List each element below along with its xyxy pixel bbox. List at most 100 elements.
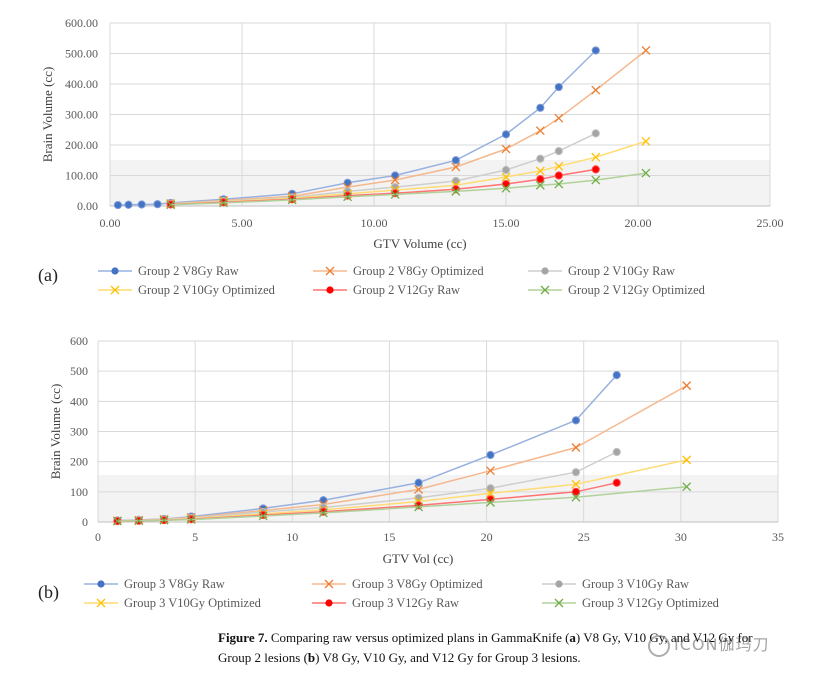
data-point [641, 168, 651, 178]
caption-line1: Comparing raw versus optimized plans in … [267, 630, 570, 645]
data-point [501, 172, 511, 182]
data-point [159, 515, 169, 525]
data-point [451, 156, 460, 165]
y-tick-label: 100.00 [65, 169, 98, 183]
y-tick-label: 200 [70, 455, 88, 469]
x-tick-label: 0 [95, 530, 101, 544]
figure-caption: Figure 7. Comparing raw versus optimized… [218, 628, 818, 668]
data-point [571, 468, 581, 477]
panel-label-a: (a) [38, 265, 58, 285]
data-point [554, 82, 563, 92]
data-point [591, 165, 600, 174]
data-point [554, 113, 564, 123]
legend-marker [540, 285, 550, 295]
data-point [451, 186, 461, 196]
legend-marker [111, 267, 119, 275]
data-point [451, 162, 461, 172]
x-tick-label: 5.00 [232, 216, 253, 230]
data-point [612, 447, 621, 457]
data-point [414, 493, 423, 502]
x-tick-label: 35 [772, 530, 784, 544]
legend-marker [554, 598, 564, 608]
data-point [287, 195, 297, 205]
data-point [554, 161, 564, 171]
data-point [186, 515, 196, 525]
data-point [571, 492, 581, 502]
chart-b: 0 100 200 300 400 500 600 0 5 10 15 20 25 30 35 GTV Vol… [48, 334, 784, 610]
watermark-text: ICON伽玛刀 [674, 635, 770, 654]
data-point [485, 466, 495, 476]
data-point [682, 381, 692, 391]
legend-marker [325, 266, 335, 276]
data-point [390, 175, 400, 185]
data-point [501, 130, 511, 139]
x-tick-label: 20.00 [625, 216, 652, 230]
legend-label: Group 3 V12Gy Raw [352, 596, 459, 610]
x-tick-label: 15 [383, 530, 395, 544]
data-point [112, 516, 122, 526]
y-tick-label: 0.00 [77, 199, 98, 213]
x-tick-label: 10 [286, 530, 298, 544]
data-point [485, 488, 495, 498]
data-point [536, 175, 545, 184]
y-tick-label: 200.00 [65, 138, 98, 152]
data-point [134, 516, 144, 526]
caption-a: a [569, 630, 576, 645]
legend-marker [326, 286, 334, 294]
y-tick-label: 400 [70, 394, 88, 408]
caption-line2: Group 2 lesions ( [218, 650, 308, 665]
legend-label: Group 2 V12Gy Raw [353, 283, 460, 297]
data-point [318, 508, 328, 518]
data-point [414, 484, 424, 494]
legend-label: Group 3 V10Gy Optimized [124, 596, 262, 610]
data-point [554, 179, 564, 189]
data-point [501, 144, 511, 154]
data-point [591, 46, 600, 55]
y-tick-label: 600.00 [65, 16, 98, 30]
data-point [113, 200, 123, 210]
legend-label: Group 3 V8Gy Raw [124, 577, 225, 591]
data-point [571, 479, 581, 489]
data-point [591, 85, 601, 95]
data-point [153, 200, 162, 209]
data-point [486, 484, 495, 493]
x-tick-label: 25 [578, 530, 590, 544]
wechat-icon [648, 634, 670, 657]
y-tick-label: 0 [82, 515, 88, 529]
data-point [390, 189, 400, 199]
legend-marker [541, 267, 549, 275]
x-tick-label: 5 [192, 530, 198, 544]
data-point [571, 487, 581, 496]
caption-line2-end: ) V8 Gy, V10 Gy, and V12 Gy for Group 3 … [315, 650, 581, 665]
legend-label: Group 2 V8Gy Raw [138, 264, 239, 278]
legend-label: Group 3 V12Gy Optimized [582, 596, 720, 610]
y-tick-label: 600 [70, 334, 88, 348]
y-tick-label: 300 [70, 425, 88, 439]
y-axis-title: Brain Volume (cc) [40, 67, 55, 163]
data-point [591, 152, 601, 162]
watermark: ICON伽玛刀 [648, 631, 769, 657]
data-point [571, 443, 581, 452]
legend-label: Group 2 V10Gy Optimized [138, 283, 276, 297]
data-point [414, 478, 423, 487]
x-axis-title: GTV Volume (cc) [373, 236, 466, 251]
x-tick-label: 25.00 [757, 216, 784, 230]
series-line [117, 485, 687, 522]
data-point [501, 183, 511, 193]
data-point [414, 501, 423, 510]
data-point [319, 507, 328, 516]
y-tick-label: 300.00 [65, 108, 98, 122]
data-point [535, 126, 545, 136]
data-point [591, 129, 600, 138]
data-point [591, 175, 601, 185]
x-tick-label: 20 [481, 530, 493, 544]
data-point [612, 478, 621, 487]
data-point [258, 511, 268, 521]
data-point [391, 171, 400, 180]
data-point [641, 136, 651, 146]
data-point [501, 165, 511, 175]
data-point [682, 482, 692, 492]
x-tick-label: 15.00 [493, 216, 520, 230]
x-axis-title: GTV Vol (cc) [383, 551, 454, 566]
